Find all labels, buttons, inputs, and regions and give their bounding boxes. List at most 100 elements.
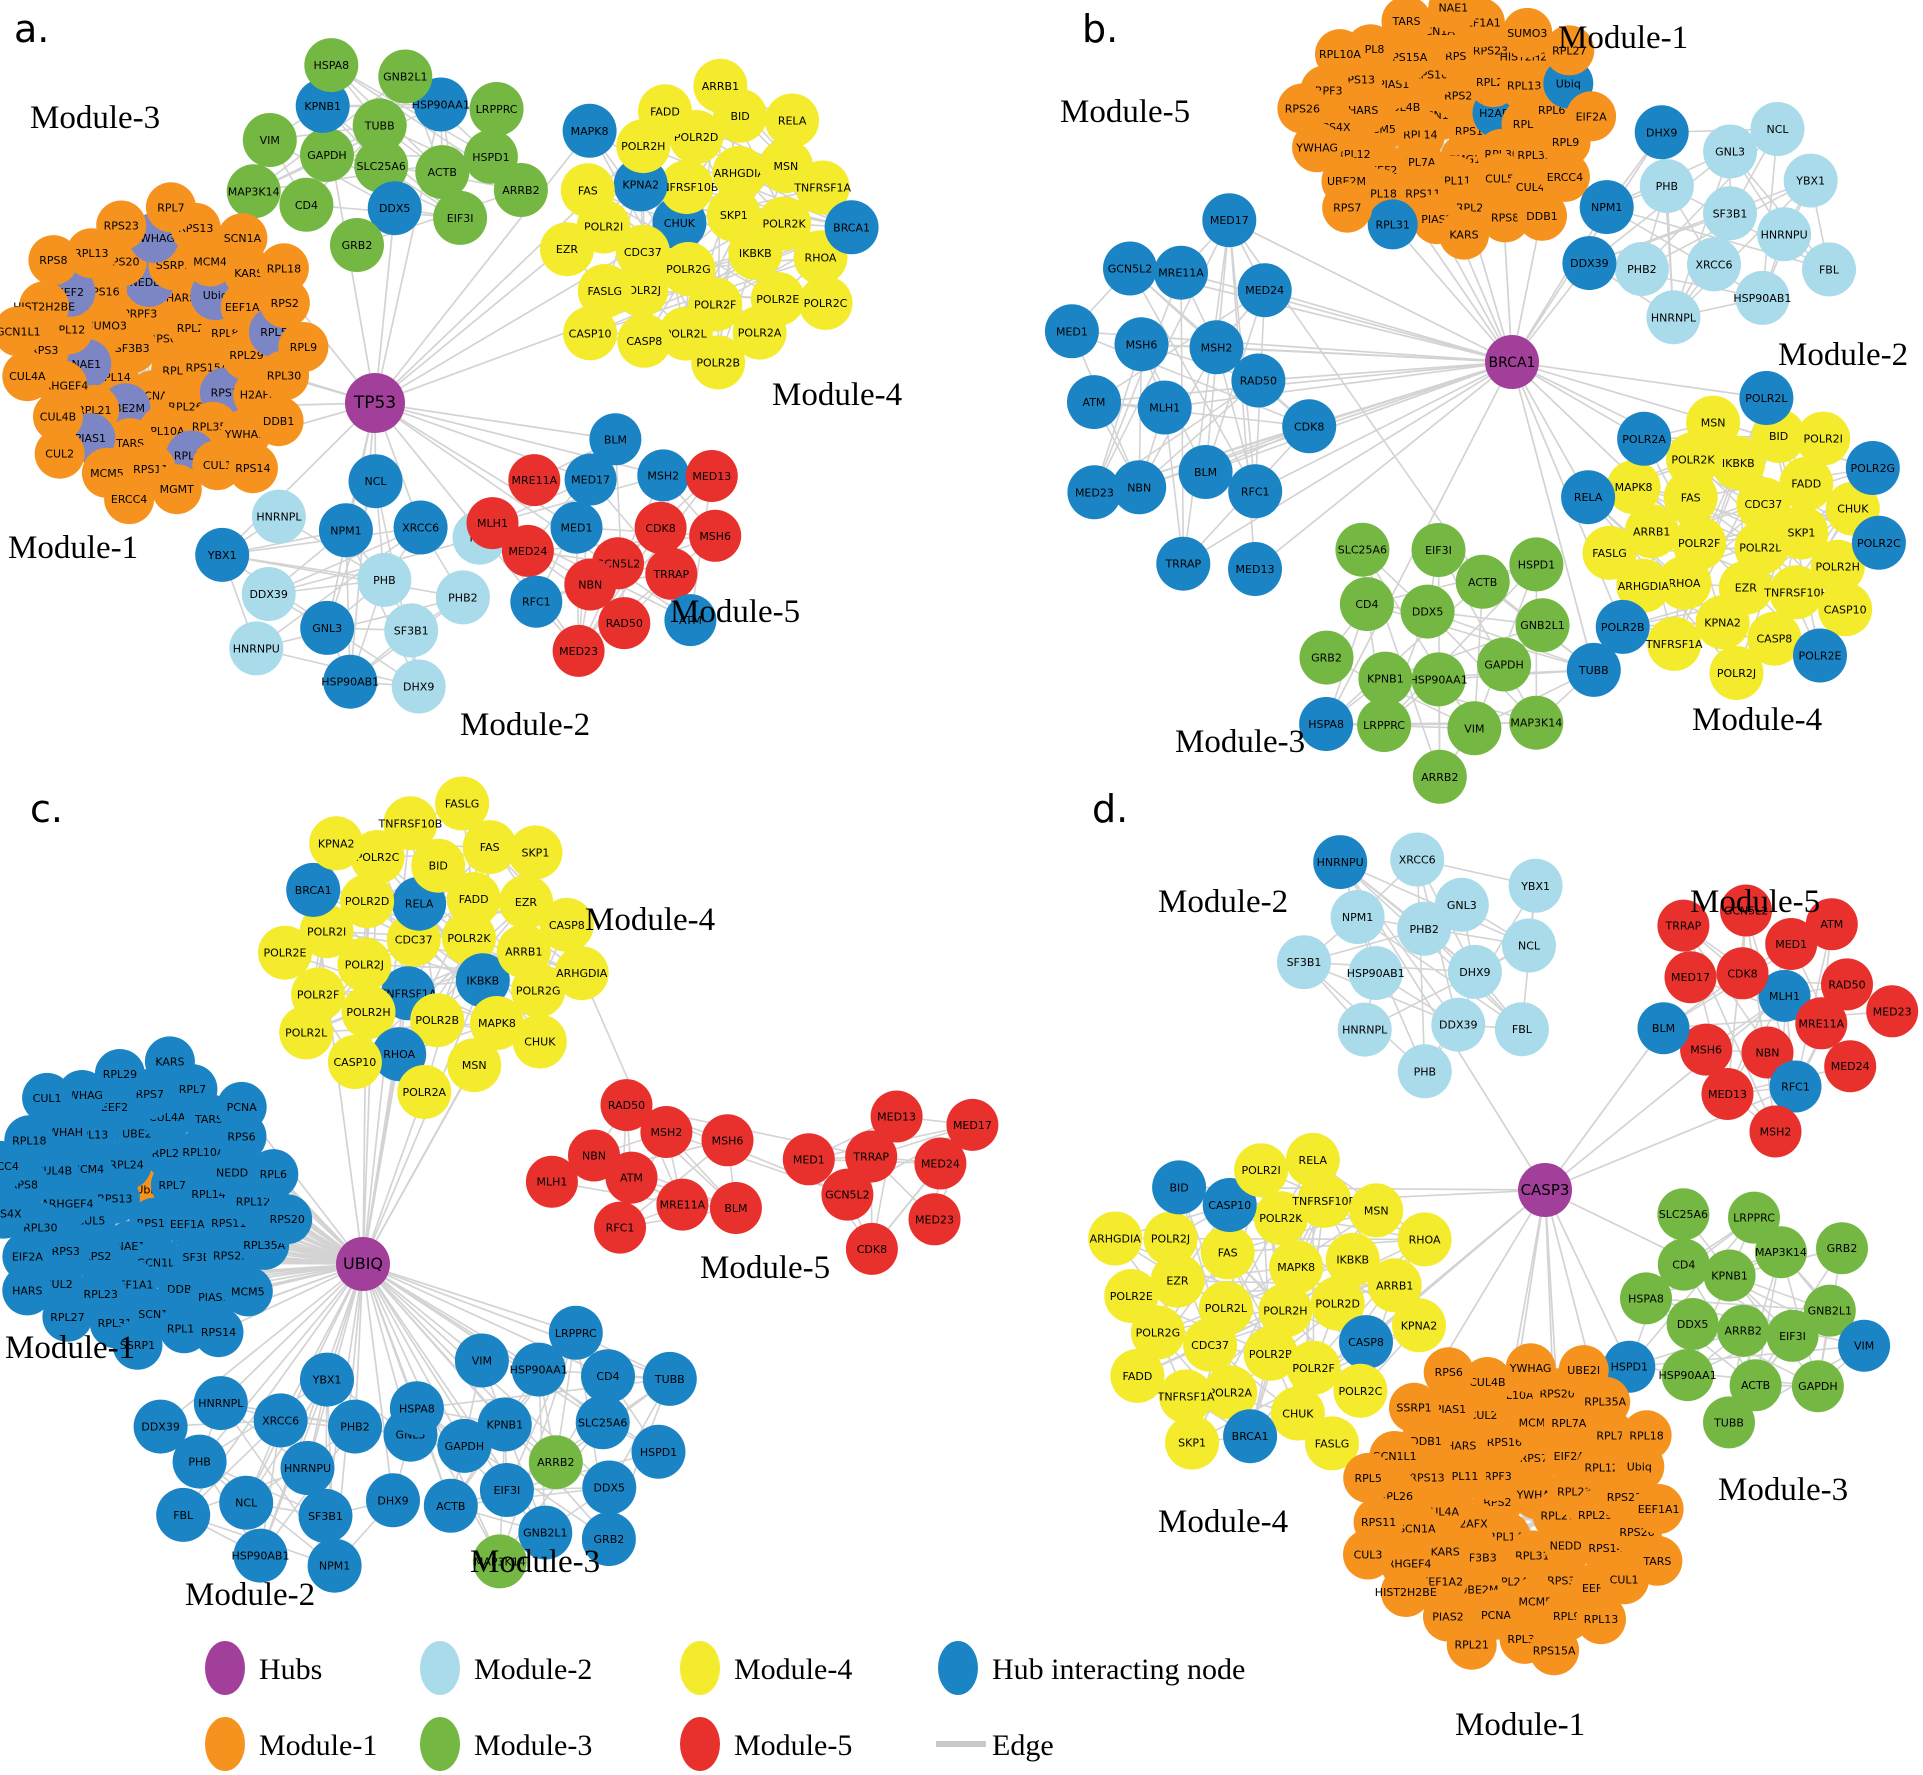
- node-DHX9[interactable]: DHX9: [391, 659, 446, 714]
- node-POLR2C[interactable]: POLR2C: [1333, 1363, 1388, 1418]
- node-MED13[interactable]: MED13: [1701, 1068, 1754, 1120]
- node-ERCC4[interactable]: ERCC4: [1539, 151, 1590, 202]
- node-NBN[interactable]: NBN: [1112, 460, 1167, 515]
- node-HNRNPL[interactable]: HNRNPL: [193, 1376, 248, 1431]
- node-CDC37[interactable]: CDC37: [1736, 477, 1791, 532]
- node-ATM[interactable]: ATM: [1067, 375, 1121, 430]
- node-DDX39[interactable]: DDX39: [1431, 997, 1486, 1052]
- node-ARRB2[interactable]: ARRB2: [493, 163, 548, 217]
- node-MED23[interactable]: MED23: [1067, 465, 1122, 520]
- node-MSH2[interactable]: MSH2: [637, 449, 690, 502]
- node-NCL[interactable]: NCL: [1502, 918, 1556, 973]
- node-DDX39[interactable]: DDX39: [241, 567, 296, 621]
- node-SKP1[interactable]: SKP1: [508, 825, 563, 880]
- node-NPM1[interactable]: NPM1: [318, 503, 373, 558]
- node-GAPDH[interactable]: GAPDH: [1791, 1360, 1844, 1413]
- node-XRCC6[interactable]: XRCC6: [253, 1393, 308, 1448]
- node-TNFRSF10B[interactable]: TNFRSF10B: [1291, 1173, 1356, 1228]
- node-RFC1[interactable]: RFC1: [1228, 464, 1283, 519]
- node-RPL13[interactable]: RPL13: [1576, 1594, 1626, 1645]
- node-RPS2[interactable]: RPS2: [259, 278, 310, 328]
- node-LRPPRC[interactable]: LRPPRC: [1357, 698, 1412, 753]
- node-RPL5[interactable]: RPL5: [1343, 1452, 1394, 1503]
- node-KPNB1[interactable]: KPNB1: [295, 78, 350, 133]
- node-DHX9[interactable]: DHX9: [1447, 944, 1502, 999]
- node-PHB2[interactable]: PHB2: [435, 570, 490, 625]
- node-HSP90AB1[interactable]: HSP90AB1: [321, 654, 379, 709]
- node-FADD[interactable]: FADD: [1779, 456, 1834, 511]
- node-NPM1[interactable]: NPM1: [1579, 180, 1634, 235]
- node-TUBB[interactable]: TUBB: [642, 1351, 697, 1406]
- node-HNRNPL[interactable]: HNRNPL: [1337, 1002, 1392, 1057]
- node-POLR2D[interactable]: POLR2D: [340, 874, 395, 929]
- node-LRPPRC[interactable]: LRPPRC: [469, 82, 524, 136]
- node-MAPK8[interactable]: MAPK8: [1269, 1240, 1324, 1295]
- node-POLR2C[interactable]: POLR2C: [798, 275, 853, 330]
- node-ARRB1[interactable]: ARRB1: [693, 58, 748, 113]
- node-CDK8[interactable]: CDK8: [634, 501, 687, 554]
- node-HNRNPU[interactable]: HNRNPU: [229, 621, 284, 676]
- node-FADD[interactable]: FADD: [638, 84, 692, 139]
- node-DDX5[interactable]: DDX5: [367, 181, 422, 236]
- node-NBN[interactable]: NBN: [564, 558, 617, 611]
- node-POLR2C[interactable]: POLR2C: [1851, 515, 1906, 570]
- node-POLR2I[interactable]: POLR2I: [299, 904, 354, 959]
- node-GNB2L1[interactable]: GNB2L1: [378, 49, 433, 104]
- node-RAD50[interactable]: RAD50: [1821, 958, 1873, 1011]
- node-NBN[interactable]: NBN: [568, 1129, 620, 1182]
- node-LRPPRC[interactable]: LRPPRC: [1728, 1191, 1780, 1244]
- node-BID[interactable]: BID: [411, 838, 466, 893]
- node-MED1[interactable]: MED1: [782, 1133, 835, 1186]
- node-RFC1[interactable]: RFC1: [1769, 1060, 1822, 1113]
- node-POLR2J[interactable]: POLR2J: [1709, 646, 1764, 700]
- node-GRB2[interactable]: GRB2: [1299, 630, 1354, 685]
- node-ACTB[interactable]: ACTB: [423, 1478, 478, 1533]
- node-RPL10A[interactable]: RPL10A: [1315, 29, 1365, 80]
- node-TNFRSF10B[interactable]: TNFRSF10B: [378, 796, 443, 851]
- node-EIF3I[interactable]: EIF3I: [1766, 1309, 1819, 1362]
- node-ARHGDIA[interactable]: ARHGDIA: [1088, 1211, 1143, 1266]
- node-TNFRSF10B[interactable]: TNFRSF10B: [1763, 565, 1828, 620]
- node-HSPA8[interactable]: HSPA8: [1620, 1272, 1672, 1325]
- node-POLR2J[interactable]: POLR2J: [337, 937, 392, 992]
- node-MRE11A[interactable]: MRE11A: [656, 1178, 709, 1231]
- node-POLR2B[interactable]: POLR2B: [410, 993, 465, 1048]
- node-RPS26[interactable]: RPS26: [1277, 83, 1328, 134]
- node-MRE11A[interactable]: MRE11A: [508, 454, 561, 507]
- node-POLR2C[interactable]: POLR2C: [350, 830, 405, 884]
- node-RPS7[interactable]: RPS7: [1322, 182, 1373, 233]
- node-GAPDH[interactable]: GAPDH: [1477, 637, 1532, 692]
- node-ERCC4[interactable]: ERCC4: [104, 474, 155, 525]
- node-CUL4B[interactable]: CUL4B: [33, 391, 83, 442]
- node-TNFRSF1A[interactable]: TNFRSF1A: [793, 160, 852, 215]
- node-BRCA1[interactable]: BRCA1: [824, 200, 879, 255]
- node-GAPDH[interactable]: GAPDH: [437, 1418, 492, 1473]
- node-FAS[interactable]: FAS: [462, 820, 517, 875]
- node-IKBKB[interactable]: IKBKB: [1711, 436, 1766, 490]
- node-POLR2K[interactable]: POLR2K: [1253, 1191, 1308, 1246]
- node-SLC25A6[interactable]: SLC25A6: [354, 138, 409, 193]
- node-MED1[interactable]: MED1: [1765, 918, 1818, 970]
- node-VIM[interactable]: VIM: [1447, 701, 1502, 756]
- node-POLR2B[interactable]: POLR2B: [1243, 1326, 1298, 1381]
- node-POLR2J[interactable]: POLR2J: [1143, 1211, 1198, 1266]
- hub-node-BRCA1[interactable]: BRCA1: [1485, 335, 1539, 389]
- node-ACTB[interactable]: ACTB: [415, 145, 470, 200]
- node-RPS8[interactable]: RPS8: [28, 235, 79, 286]
- node-HSP90AB1[interactable]: HSP90AB1: [232, 1528, 290, 1583]
- node-CUL1[interactable]: CUL1: [22, 1072, 73, 1123]
- node-KPNB1[interactable]: KPNB1: [1703, 1249, 1756, 1302]
- node-MSH6[interactable]: MSH6: [689, 509, 742, 562]
- node-SF3B1[interactable]: SF3B1: [384, 603, 439, 658]
- node-KPNB1[interactable]: KPNB1: [1358, 651, 1413, 706]
- node-BLM[interactable]: BLM: [589, 413, 642, 466]
- node-TNFRSF1A[interactable]: TNFRSF1A: [1645, 616, 1703, 671]
- node-YBX1[interactable]: YBX1: [1508, 858, 1563, 913]
- node-CUL4B[interactable]: CUL4B: [1462, 1357, 1513, 1407]
- node-CASP10[interactable]: CASP10: [327, 1035, 382, 1089]
- node-ARRB2[interactable]: ARRB2: [1412, 749, 1467, 804]
- node-POLR2I[interactable]: POLR2I: [1796, 411, 1851, 466]
- node-MAPK8[interactable]: MAPK8: [469, 996, 524, 1050]
- node-YBX1[interactable]: YBX1: [195, 527, 250, 582]
- node-CASP8[interactable]: CASP8: [1339, 1315, 1393, 1370]
